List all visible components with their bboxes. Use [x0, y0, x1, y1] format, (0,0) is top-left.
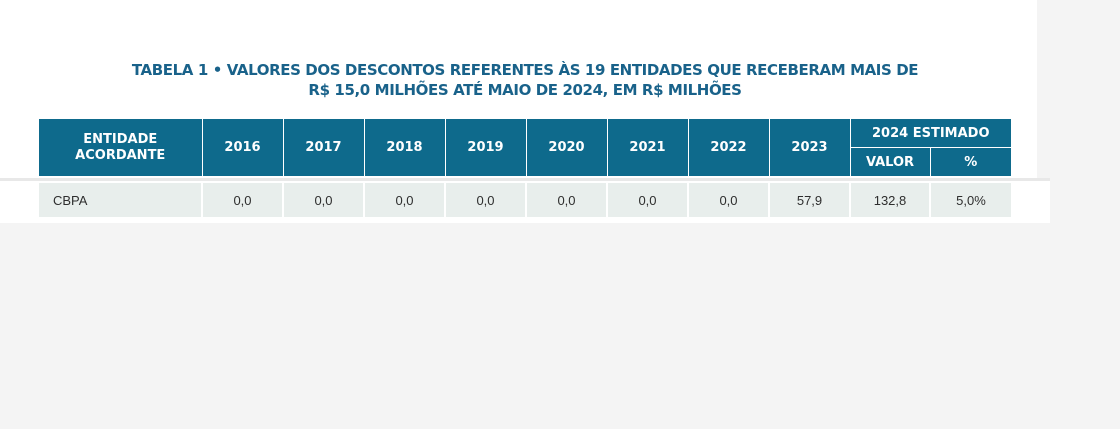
separator-strip [0, 178, 1050, 181]
header-year-2023: 2023 [769, 119, 851, 176]
header-year-2021: 2021 [607, 119, 689, 176]
cell-entity: CBPA [39, 183, 203, 217]
cell-2018: 0,0 [364, 183, 446, 217]
discounts-table: ENTIDADE ACORDANTE 2016 2017 2018 2019 2… [39, 119, 1011, 217]
header-year-2020: 2020 [526, 119, 608, 176]
header-2024-estimated: 2024 ESTIMADO [850, 119, 1011, 148]
cell-2022: 0,0 [688, 183, 770, 217]
cell-2020: 0,0 [526, 183, 608, 217]
table-title-line-1: TABELA 1 • VALORES DOS DESCONTOS REFEREN… [131, 61, 919, 79]
header-year-2018: 2018 [364, 119, 446, 176]
header-2024-percent: % [930, 147, 1011, 176]
cell-2024-value: 132,8 [850, 183, 931, 217]
header-entity: ENTIDADE ACORDANTE [39, 119, 203, 176]
row-gap [39, 176, 1011, 183]
table-title-line-2: R$ 15,0 MILHÕES ATÉ MAIO DE 2024, EM R$ … [308, 81, 742, 99]
cell-2019: 0,0 [445, 183, 527, 217]
cell-2016: 0,0 [202, 183, 284, 217]
header-year-2022: 2022 [688, 119, 770, 176]
table-row: CBPA 0,0 0,0 0,0 0,0 0,0 0,0 0,0 57,9 13… [39, 183, 1011, 217]
cell-2021: 0,0 [607, 183, 689, 217]
cell-2023: 57,9 [769, 183, 851, 217]
header-year-2016: 2016 [202, 119, 284, 176]
header-2024-value: VALOR [850, 147, 931, 176]
cell-2024-percent: 5,0% [930, 183, 1011, 217]
cell-2017: 0,0 [283, 183, 365, 217]
table-title: TABELA 1 • VALORES DOS DESCONTOS REFEREN… [40, 60, 1010, 100]
header-year-2017: 2017 [283, 119, 365, 176]
header-year-2019: 2019 [445, 119, 527, 176]
